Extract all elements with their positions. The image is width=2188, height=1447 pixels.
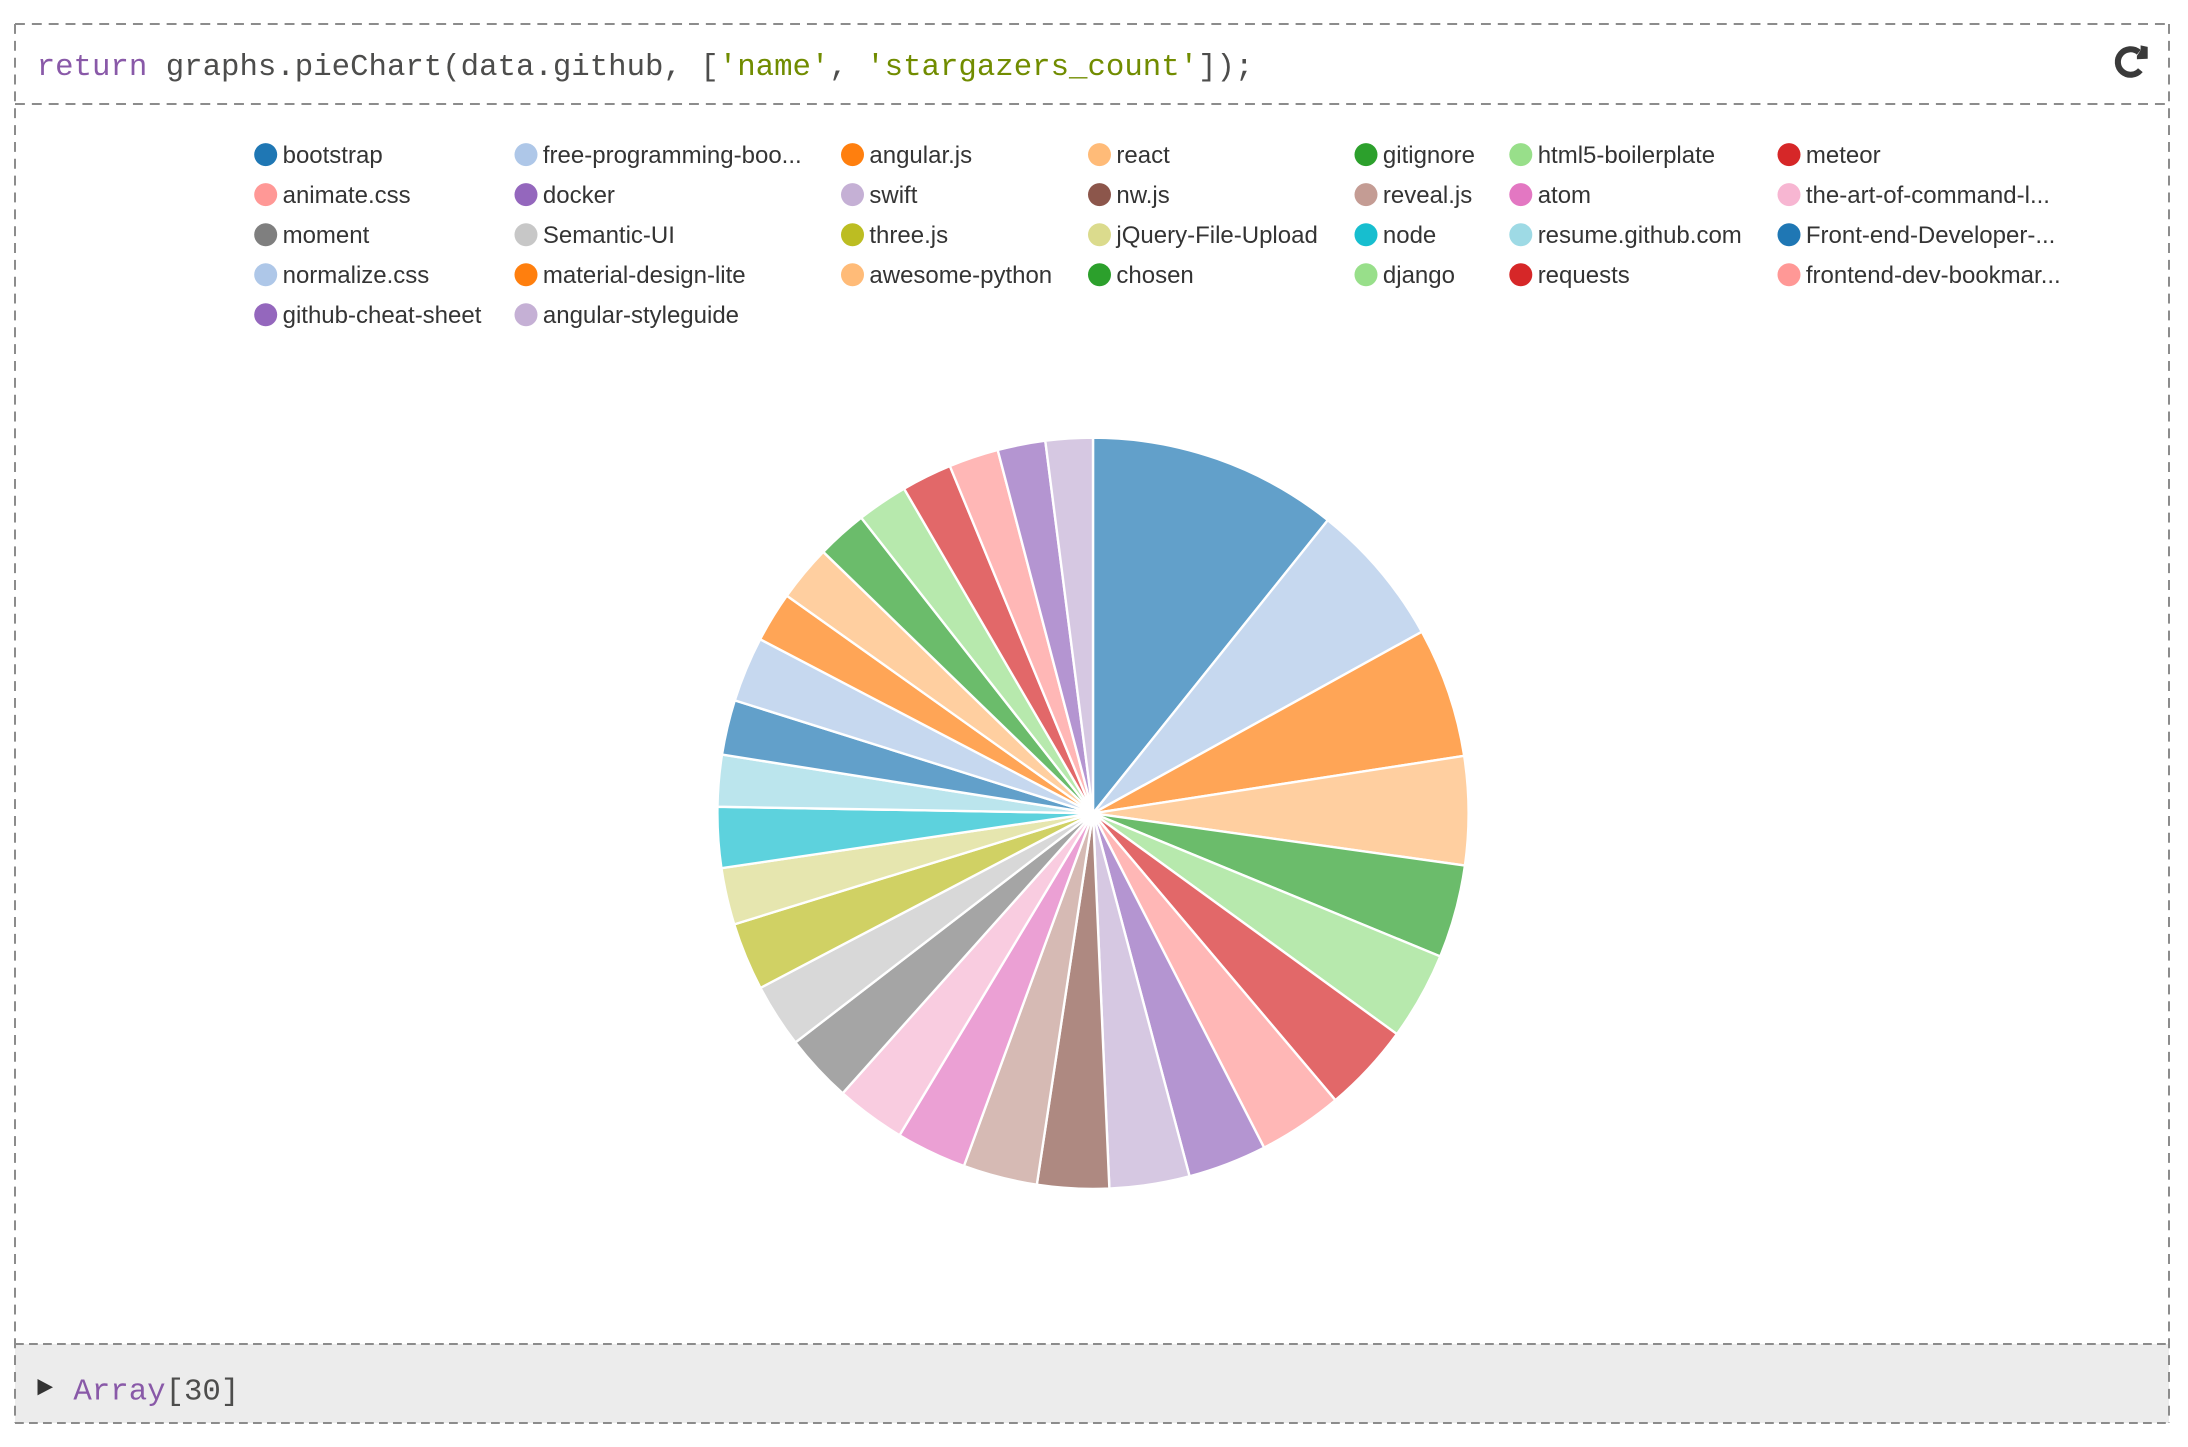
svg-text:docker: docker bbox=[543, 182, 615, 209]
svg-text:angular.js: angular.js bbox=[869, 142, 972, 169]
svg-text:angular-styleguide: angular-styleguide bbox=[543, 302, 739, 329]
svg-text:Semantic-UI: Semantic-UI bbox=[543, 222, 675, 249]
svg-text:moment: moment bbox=[283, 222, 370, 249]
svg-text:resume.github.com: resume.github.com bbox=[1538, 222, 1742, 249]
svg-text:meteor: meteor bbox=[1806, 142, 1881, 169]
svg-text:animate.css: animate.css bbox=[283, 182, 411, 209]
svg-text:awesome-python: awesome-python bbox=[869, 262, 1052, 289]
svg-text:requests: requests bbox=[1538, 262, 1630, 289]
svg-text:the-art-of-command-l...: the-art-of-command-l... bbox=[1806, 182, 2050, 209]
svg-text:Front-end-Developer-...: Front-end-Developer-... bbox=[1806, 222, 2055, 249]
svg-text:frontend-dev-bookmar...: frontend-dev-bookmar... bbox=[1806, 262, 2061, 289]
svg-text:react: react bbox=[1116, 142, 1170, 169]
svg-text:gitignore: gitignore bbox=[1383, 142, 1475, 169]
svg-text:three.js: three.js bbox=[869, 222, 948, 249]
svg-text:github-cheat-sheet: github-cheat-sheet bbox=[283, 302, 482, 329]
svg-text:jQuery-File-Upload: jQuery-File-Upload bbox=[1115, 222, 1317, 249]
svg-text:free-programming-boo...: free-programming-boo... bbox=[543, 142, 802, 169]
svg-text:atom: atom bbox=[1538, 182, 1591, 209]
svg-text:normalize.css: normalize.css bbox=[283, 262, 430, 289]
svg-text:django: django bbox=[1383, 262, 1455, 289]
svg-text:return graphs.pieChart(data.gi: return graphs.pieChart(data.github, ['na… bbox=[37, 50, 1254, 85]
svg-text:chosen: chosen bbox=[1116, 262, 1193, 289]
svg-text:swift: swift bbox=[869, 182, 917, 209]
svg-text:nw.js: nw.js bbox=[1116, 182, 1169, 209]
svg-text:bootstrap: bootstrap bbox=[283, 142, 383, 169]
svg-text:Array[30]: Array[30] bbox=[73, 1374, 239, 1409]
svg-text:reveal.js: reveal.js bbox=[1383, 182, 1472, 209]
svg-text:material-design-lite: material-design-lite bbox=[543, 262, 746, 289]
svg-text:html5-boilerplate: html5-boilerplate bbox=[1538, 142, 1715, 169]
svg-text:node: node bbox=[1383, 222, 1436, 249]
